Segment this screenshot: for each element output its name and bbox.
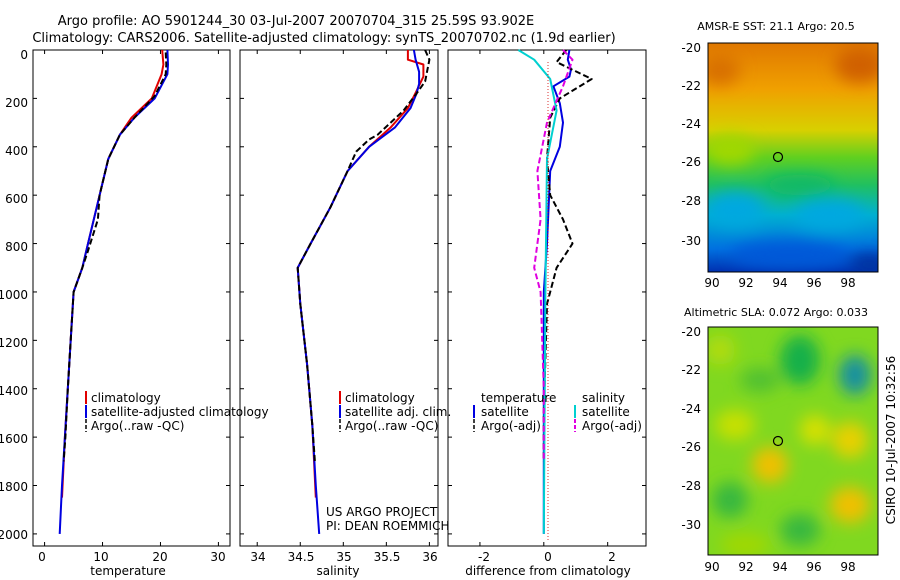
salinity-axis-label: salinity — [316, 564, 359, 578]
legend-label: climatology — [345, 391, 415, 405]
temperature-axis-label: temperature — [90, 564, 165, 578]
latitude-tick-label: -26 — [681, 155, 701, 169]
profile-lines — [58, 49, 593, 534]
series-line-salinity-argo-adj- — [533, 49, 574, 462]
legend-heading-temperature: temperature — [481, 391, 556, 405]
sst-argo-location-marker — [772, 151, 784, 163]
sst-map-title: AMSR-E SST: 21.1 Argo: 20.5 — [697, 20, 855, 33]
latitude-tick-label: -22 — [681, 79, 701, 93]
salinity-tick-label: 34 — [250, 550, 265, 564]
series-line-salinity-satellite — [517, 49, 558, 534]
longitude-tick-label: 98 — [840, 560, 855, 574]
temperature-legend: climatology satellite-adjusted climatolo… — [85, 391, 269, 433]
latitude-tick-label: -28 — [681, 194, 701, 208]
salinity-tick-label: 34.5 — [288, 550, 315, 564]
latitude-tick-label: -20 — [681, 325, 701, 339]
latitude-tick-label: -28 — [681, 479, 701, 493]
sst-map-frame — [707, 42, 879, 273]
temperature-tick-label: 10 — [93, 550, 108, 564]
legend-label: Argo(..raw -QC) — [345, 419, 438, 433]
sla-map-image — [708, 327, 878, 555]
sst-xtick-labels: 90 92 94 96 98 — [704, 276, 855, 290]
sla-ytick-labels: -20 -22 -24 -26 -28 -30 — [681, 325, 701, 532]
temperature-tick-label: 30 — [210, 550, 225, 564]
sla-xtick-labels: 90 92 94 96 98 — [704, 560, 855, 574]
latitude-tick-label: -30 — [681, 234, 701, 248]
sla-map-frame — [707, 326, 879, 556]
legend-label: Argo(-adj) — [481, 419, 541, 433]
salinity-tick-labels: 34 34.5 35 35.5 36 — [250, 550, 437, 564]
difference-tick-labels: -2 0 2 — [478, 550, 616, 564]
sla-map-title: Altimetric SLA: 0.072 Argo: 0.033 — [684, 306, 868, 319]
credit-timestamp: CSIRO 10-Jul-2007 10:32:56 — [884, 356, 898, 524]
depth-tick-label: 1000 — [0, 288, 28, 302]
latitude-tick-label: -30 — [681, 518, 701, 532]
temperature-tick-label: 0 — [38, 550, 46, 564]
difference-tick-label: 0 — [544, 550, 552, 564]
temperature-tick-label: 20 — [152, 550, 167, 564]
project-pi: PI: DEAN ROEMMICH — [326, 519, 449, 533]
latitude-tick-label: -20 — [681, 41, 701, 55]
salinity-axes — [239, 49, 439, 547]
difference-tick-label: 2 — [608, 550, 616, 564]
temperature-tick-labels: 0 10 20 30 — [38, 550, 225, 564]
figure-title: Argo profile: AO 5901244_30 03-Jul-2007 … — [58, 14, 535, 29]
legend-label: climatology — [91, 391, 161, 405]
legend-label: Argo(-adj) — [582, 419, 642, 433]
legend-label: Argo(..raw -QC) — [91, 419, 184, 433]
latitude-tick-label: -26 — [681, 440, 701, 454]
depth-tick-label: 2000 — [0, 528, 28, 542]
sla-argo-location-marker — [772, 435, 784, 447]
depth-tick-label: 0 — [20, 48, 28, 62]
depth-tick-label: 1800 — [0, 480, 28, 494]
legend-heading-salinity: salinity — [582, 391, 625, 405]
latitude-tick-label: -24 — [681, 402, 701, 416]
depth-tick-label: 1400 — [0, 384, 28, 398]
depth-tick-label: 1600 — [0, 432, 28, 446]
figure-subtitle: Climatology: CARS2006. Satellite-adjuste… — [32, 31, 615, 46]
longitude-tick-label: 94 — [772, 276, 787, 290]
depth-tick-label: 400 — [5, 144, 28, 158]
temperature-axes — [32, 49, 231, 547]
longitude-tick-label: 90 — [704, 276, 719, 290]
difference-axis-label: difference from climatology — [465, 564, 631, 578]
depth-tick-labels: 0 200 400 600 800 1000 1200 1400 1600 18… — [0, 48, 28, 542]
latitude-tick-label: -22 — [681, 363, 701, 377]
series-line-argo-raw-qc- — [62, 52, 168, 462]
tick-marks — [33, 49, 646, 546]
sst-map-image — [708, 43, 878, 272]
depth-tick-label: 1200 — [0, 336, 28, 350]
series-line-argo-raw-qc- — [296, 49, 431, 462]
difference-legend: temperature salinity satellite Argo(-adj… — [473, 391, 642, 433]
sst-ytick-labels: -20 -22 -24 -26 -28 -30 — [681, 41, 701, 248]
longitude-tick-label: 92 — [738, 560, 753, 574]
salinity-legend: climatology satellite adj. clim. Argo(..… — [339, 391, 451, 433]
longitude-tick-label: 96 — [806, 276, 821, 290]
salinity-tick-label: 35 — [336, 550, 351, 564]
difference-axes — [447, 49, 647, 547]
depth-tick-label: 600 — [5, 192, 28, 206]
salinity-tick-label: 36 — [422, 550, 437, 564]
legend-label: satellite — [582, 405, 630, 419]
legend-label: satellite adj. clim. — [345, 405, 451, 419]
longitude-tick-label: 92 — [738, 276, 753, 290]
legend-label: satellite — [481, 405, 529, 419]
longitude-tick-label: 98 — [840, 276, 855, 290]
project-name: US ARGO PROJECT — [326, 505, 438, 519]
latitude-tick-label: -24 — [681, 117, 701, 131]
difference-tick-label: -2 — [478, 550, 490, 564]
longitude-tick-label: 96 — [806, 560, 821, 574]
longitude-tick-label: 94 — [772, 560, 787, 574]
series-line-satellite-adjusted-climatology — [58, 49, 169, 534]
depth-tick-label: 200 — [5, 96, 28, 110]
salinity-tick-label: 35.5 — [374, 550, 401, 564]
longitude-tick-label: 90 — [704, 560, 719, 574]
legend-label: satellite-adjusted climatology — [91, 405, 269, 419]
depth-tick-label: 800 — [5, 240, 28, 254]
series-line-temperature-argo-adj- — [542, 49, 593, 462]
series-line-satellite-adj-clim- — [296, 49, 421, 534]
